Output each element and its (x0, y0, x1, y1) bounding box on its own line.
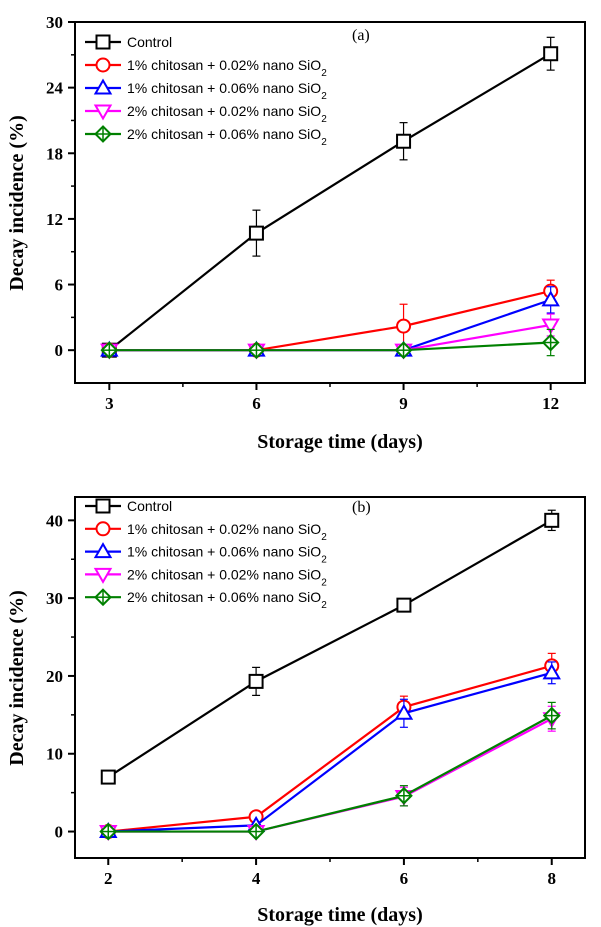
data-point (396, 597, 412, 613)
y-tick-label: 30 (46, 13, 63, 32)
y-axis-label: Decay incidence (%) (6, 590, 28, 766)
legend-label: 1% chitosan + 0.06% nano SiO2 (127, 80, 327, 102)
data-point (100, 769, 116, 785)
series-line (107, 519, 553, 779)
series-5 (99, 701, 561, 841)
y-tick-label: 6 (55, 276, 64, 295)
x-tick-label: 3 (105, 394, 114, 413)
series-line (109, 290, 551, 352)
series-line (108, 671, 553, 833)
legend-label-subscript: 2 (321, 577, 327, 588)
legend-marker (95, 34, 111, 50)
legend-label: 2% chitosan + 0.02% nano SiO2 (127, 566, 327, 588)
legend-item: 2% chitosan + 0.02% nano SiO2 (85, 103, 327, 125)
plot-frame (74, 21, 586, 384)
legend-label: 2% chitosan + 0.06% nano SiO2 (127, 126, 327, 148)
data-point (396, 318, 412, 334)
x-tick-label: 9 (399, 394, 408, 413)
x-tick-label: 8 (547, 869, 556, 888)
legend-item: Control (85, 498, 172, 514)
series-2 (100, 652, 560, 840)
series-3 (99, 661, 561, 839)
y-tick-label: 0 (55, 341, 64, 360)
legend-label-subscript: 2 (321, 531, 327, 542)
data-point (248, 673, 264, 689)
legend-label: 2% chitosan + 0.06% nano SiO2 (127, 589, 327, 611)
y-tick-label: 0 (55, 823, 64, 842)
chart-panel-b: 0 10 20 30 40 2 4 6 8 Storage time (days) Decay in… (6, 496, 586, 926)
y-tick-label: 18 (46, 144, 63, 163)
y-tick-label: 10 (46, 745, 63, 764)
series-line (109, 341, 551, 352)
y-tick-label: 12 (46, 210, 63, 229)
legend-marker (93, 542, 113, 559)
legend-label: 2% chitosan + 0.02% nano SiO2 (127, 103, 327, 125)
x-axis-label: Storage time (days) (257, 431, 423, 453)
legend-marker (93, 104, 113, 121)
x-axis-label: Storage time (days) (257, 904, 423, 926)
x-tick-label: 6 (400, 869, 409, 888)
legend-label-subscript: 2 (321, 137, 327, 148)
legend-item: Control (85, 34, 172, 50)
data-point (544, 512, 560, 528)
series-4 (99, 705, 561, 842)
legend-label-subscript: 2 (321, 68, 327, 79)
data-point (542, 663, 561, 680)
series-5 (100, 328, 560, 360)
legend-marker (95, 498, 111, 514)
legend-label-subscript: 2 (321, 554, 327, 565)
series-line (108, 664, 553, 833)
legend-item: 2% chitosan + 0.06% nano SiO2 (85, 588, 327, 611)
legend-marker (93, 567, 113, 584)
legend-marker (95, 57, 111, 73)
x-tick-label: 2 (104, 869, 113, 888)
legend-label: Control (127, 498, 172, 514)
y-axis-label: Decay incidence (%) (6, 115, 28, 291)
y-tick-label: 24 (46, 79, 64, 98)
data-point (248, 225, 264, 241)
y-tick-label: 40 (46, 511, 63, 530)
legend-item: 2% chitosan + 0.02% nano SiO2 (85, 566, 327, 588)
x-tick-label: 12 (542, 394, 559, 413)
series-line (108, 714, 553, 833)
data-point (543, 46, 559, 62)
legend-marker (95, 521, 111, 537)
legend-label: 1% chitosan + 0.02% nano SiO2 (127, 57, 327, 79)
legend-label-subscript: 2 (321, 91, 327, 102)
legend-item: 1% chitosan + 0.06% nano SiO2 (85, 542, 327, 566)
legend-marker (93, 78, 113, 95)
legend-label-subscript: 2 (321, 600, 327, 611)
y-tick-label: 30 (46, 589, 63, 608)
data-point (541, 318, 560, 335)
y-tick-label: 20 (46, 667, 63, 686)
legend-label: 1% chitosan + 0.06% nano SiO2 (127, 544, 327, 566)
series-1 (100, 509, 560, 785)
data-point (394, 703, 414, 720)
legend-label: Control (127, 34, 172, 50)
legend-item: 2% chitosan + 0.06% nano SiO2 (85, 125, 327, 148)
panel-label: (a) (352, 27, 370, 44)
series-line (108, 52, 552, 352)
legend-item: 1% chitosan + 0.02% nano SiO2 (85, 57, 327, 79)
x-tick-label: 6 (252, 394, 261, 413)
legend-label: 1% chitosan + 0.02% nano SiO2 (127, 521, 327, 543)
panel-label: (b) (352, 499, 371, 516)
data-point (541, 290, 560, 307)
data-point (396, 133, 412, 149)
x-tick-label: 4 (252, 869, 261, 888)
legend-item: 1% chitosan + 0.06% nano SiO2 (85, 78, 327, 102)
legend-item: 1% chitosan + 0.02% nano SiO2 (85, 521, 327, 543)
legend-label-subscript: 2 (321, 114, 327, 125)
